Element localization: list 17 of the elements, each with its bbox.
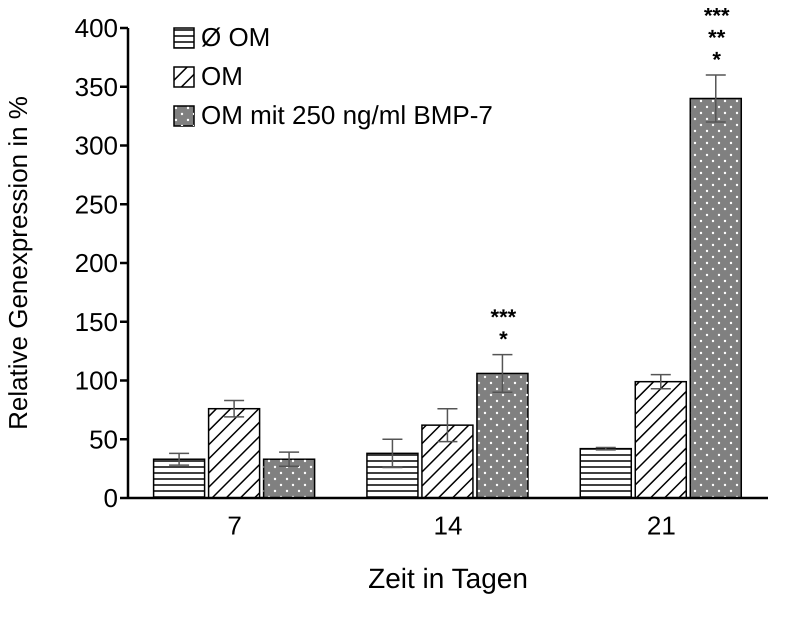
x-axis-title: Zeit in Tagen [368,563,528,594]
y-tick-label: 400 [74,13,118,44]
y-tick-label: 0 [104,483,118,514]
y-axis-title: Relative Genexpression in % [3,96,34,430]
x-tick-label: 14 [434,510,462,540]
y-tick-label: 100 [74,366,118,396]
y-tick-label: 50 [89,424,118,454]
x-tick-label: 7 [227,510,242,540]
y-tick-label: 150 [74,306,118,337]
y-tick-label: 350 [74,72,118,102]
legend-label: OM mit 250 ng/ml BMP-7 [201,100,493,131]
legend-label: OM [201,61,243,92]
y-tick-label: 250 [74,189,118,220]
x-tick-label: 21 [646,510,676,540]
legend-label: Ø OM [201,22,270,53]
y-tick-label: 200 [74,248,118,278]
y-tick-label: 300 [74,130,118,161]
